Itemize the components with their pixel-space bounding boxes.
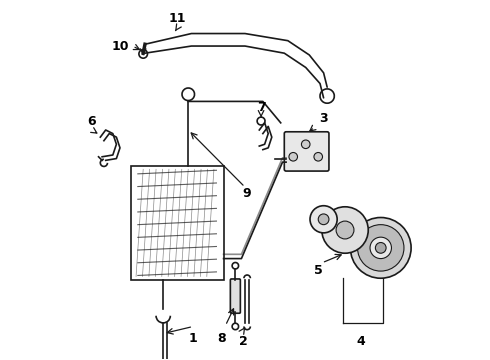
Circle shape [370, 237, 392, 258]
Text: 11: 11 [169, 12, 186, 24]
Circle shape [301, 140, 310, 149]
Text: 2: 2 [239, 336, 247, 348]
Circle shape [310, 206, 337, 233]
Circle shape [350, 217, 411, 278]
Bar [131, 166, 223, 280]
Circle shape [318, 214, 329, 225]
FancyBboxPatch shape [230, 279, 241, 313]
Circle shape [358, 225, 404, 271]
Text: 5: 5 [314, 264, 322, 277]
Text: 10: 10 [111, 40, 129, 53]
Circle shape [322, 207, 368, 253]
Circle shape [289, 153, 297, 161]
FancyBboxPatch shape [284, 132, 329, 171]
Text: 1: 1 [189, 332, 197, 345]
Text: 3: 3 [319, 112, 328, 125]
Text: 4: 4 [357, 336, 366, 348]
Text: 8: 8 [218, 332, 226, 345]
Text: 9: 9 [243, 187, 251, 200]
Text: 7: 7 [257, 101, 266, 114]
Circle shape [314, 153, 322, 161]
Text: 6: 6 [87, 115, 96, 128]
Circle shape [336, 221, 354, 239]
Circle shape [375, 243, 386, 253]
